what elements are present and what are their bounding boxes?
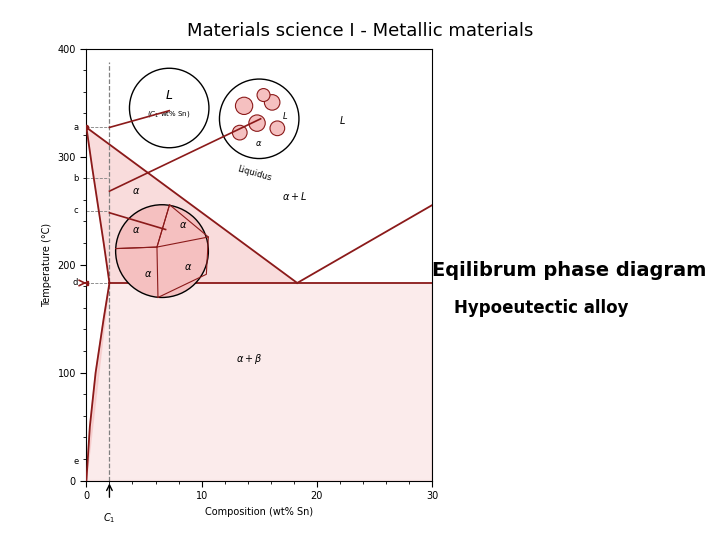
Text: Eqilibrum phase diagram: Eqilibrum phase diagram	[432, 260, 706, 280]
Text: Solidus: Solidus	[173, 230, 192, 261]
Circle shape	[249, 115, 265, 131]
Text: Hypoeutectic alloy: Hypoeutectic alloy	[454, 299, 628, 317]
Y-axis label: Temperature (°C): Temperature (°C)	[42, 222, 52, 307]
Text: L: L	[166, 90, 173, 103]
Text: c: c	[73, 206, 78, 215]
Polygon shape	[86, 283, 432, 481]
Text: $\alpha$: $\alpha$	[132, 225, 140, 235]
Text: $\alpha$: $\alpha$	[144, 269, 152, 279]
Text: a: a	[73, 123, 78, 132]
Circle shape	[235, 97, 253, 114]
Circle shape	[264, 94, 280, 110]
Polygon shape	[86, 283, 109, 481]
Text: $\alpha$: $\alpha$	[184, 262, 192, 272]
X-axis label: Composition (wt% Sn): Composition (wt% Sn)	[205, 507, 313, 517]
Circle shape	[233, 125, 247, 140]
Text: L: L	[283, 112, 287, 121]
Text: $\alpha$: $\alpha$	[179, 220, 187, 230]
Text: $\alpha$: $\alpha$	[190, 268, 197, 278]
Polygon shape	[86, 127, 297, 283]
Text: e: e	[73, 457, 78, 465]
Text: b: b	[73, 174, 78, 183]
Text: $(C_1$ wt% Sn): $(C_1$ wt% Sn)	[148, 110, 191, 119]
Circle shape	[130, 68, 209, 148]
Text: $\alpha + L$: $\alpha + L$	[282, 190, 307, 202]
Text: $\alpha$: $\alpha$	[255, 139, 262, 148]
Circle shape	[270, 121, 284, 136]
Circle shape	[116, 205, 208, 298]
Text: Liquidus: Liquidus	[236, 164, 273, 183]
Circle shape	[220, 79, 299, 159]
Text: $(C_1$ wt% Sn): $(C_1$ wt% Sn)	[144, 262, 192, 275]
Text: $\alpha$: $\alpha$	[132, 186, 141, 197]
Text: $\alpha + \beta$: $\alpha + \beta$	[236, 352, 263, 366]
Text: L: L	[340, 116, 345, 126]
Text: d: d	[73, 279, 78, 287]
Text: Materials science I - Metallic materials: Materials science I - Metallic materials	[186, 22, 534, 39]
Circle shape	[257, 89, 270, 102]
Text: $C_1$: $C_1$	[103, 511, 116, 525]
